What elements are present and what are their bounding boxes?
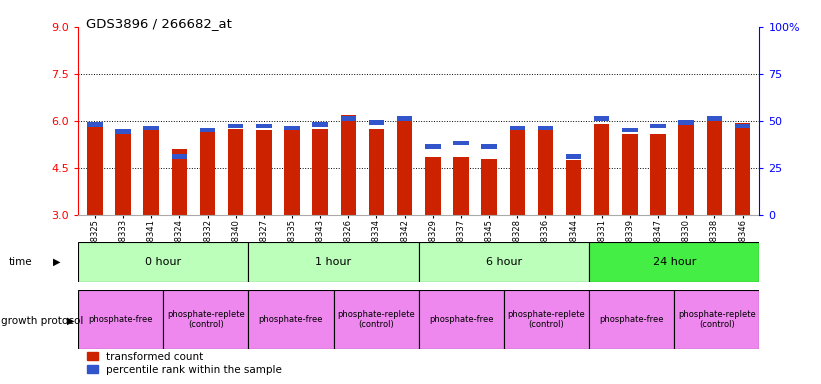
Bar [481, 159, 497, 215]
Bar [115, 129, 131, 215]
Bar [589, 242, 759, 282]
Text: phosphate-replete
(control): phosphate-replete (control) [678, 310, 755, 329]
Bar [566, 154, 581, 159]
Bar [313, 122, 328, 127]
Bar [228, 129, 243, 215]
Bar [369, 120, 384, 125]
Text: growth protocol: growth protocol [1, 316, 83, 326]
Bar [538, 129, 553, 215]
Bar [333, 290, 419, 349]
Text: phosphate-free: phosphate-free [259, 315, 323, 324]
Bar [144, 126, 159, 131]
Bar [674, 290, 759, 349]
Bar [115, 129, 131, 134]
Bar [200, 129, 215, 215]
Text: phosphate-replete
(control): phosphate-replete (control) [507, 310, 585, 329]
Text: ▶: ▶ [53, 257, 61, 267]
Bar [369, 129, 384, 215]
Text: time: time [8, 257, 32, 267]
Bar [622, 134, 638, 215]
Bar [248, 242, 419, 282]
Text: 0 hour: 0 hour [145, 257, 181, 267]
Text: 6 hour: 6 hour [486, 257, 522, 267]
Text: phosphate-replete
(control): phosphate-replete (control) [167, 310, 245, 329]
Bar [87, 122, 103, 127]
Text: GDS3896 / 266682_at: GDS3896 / 266682_at [86, 17, 232, 30]
Bar [538, 126, 553, 131]
Bar [650, 124, 666, 129]
Bar [172, 149, 187, 215]
Bar [678, 124, 694, 215]
Bar [284, 126, 300, 131]
Bar [341, 115, 356, 215]
Text: phosphate-free: phosphate-free [599, 315, 664, 324]
Text: 24 hour: 24 hour [653, 257, 696, 267]
Bar [397, 116, 412, 121]
Bar [594, 124, 609, 215]
Bar [172, 154, 187, 159]
Bar [78, 242, 248, 282]
Bar [87, 122, 103, 215]
Bar [453, 141, 469, 146]
Bar [284, 129, 300, 215]
Bar [678, 120, 694, 125]
Text: phosphate-replete
(control): phosphate-replete (control) [337, 310, 415, 329]
Bar [735, 124, 750, 129]
Bar [735, 122, 750, 215]
Bar [481, 144, 497, 149]
Bar [248, 290, 333, 349]
Text: 1 hour: 1 hour [315, 257, 351, 267]
Bar [228, 124, 243, 129]
Bar [594, 116, 609, 121]
Bar [397, 116, 412, 215]
Bar [419, 242, 589, 282]
Bar [504, 290, 589, 349]
Bar [341, 116, 356, 121]
Bar [650, 134, 666, 215]
Bar [256, 131, 272, 215]
Bar [589, 290, 674, 349]
Bar [419, 290, 504, 349]
Bar [510, 129, 525, 215]
Bar [256, 124, 272, 129]
Bar [425, 157, 441, 215]
Bar [566, 160, 581, 215]
Bar [453, 157, 469, 215]
Text: ▶: ▶ [67, 316, 75, 326]
Text: phosphate-free: phosphate-free [429, 315, 493, 324]
Bar [707, 116, 722, 121]
Bar [622, 127, 638, 132]
Bar [163, 290, 249, 349]
Bar [200, 127, 215, 132]
Legend: transformed count, percentile rank within the sample: transformed count, percentile rank withi… [83, 348, 287, 379]
Bar [425, 144, 441, 149]
Bar [707, 119, 722, 215]
Bar [510, 126, 525, 131]
Text: phosphate-free: phosphate-free [89, 315, 153, 324]
Bar [144, 131, 159, 215]
Bar [78, 290, 163, 349]
Bar [313, 129, 328, 215]
